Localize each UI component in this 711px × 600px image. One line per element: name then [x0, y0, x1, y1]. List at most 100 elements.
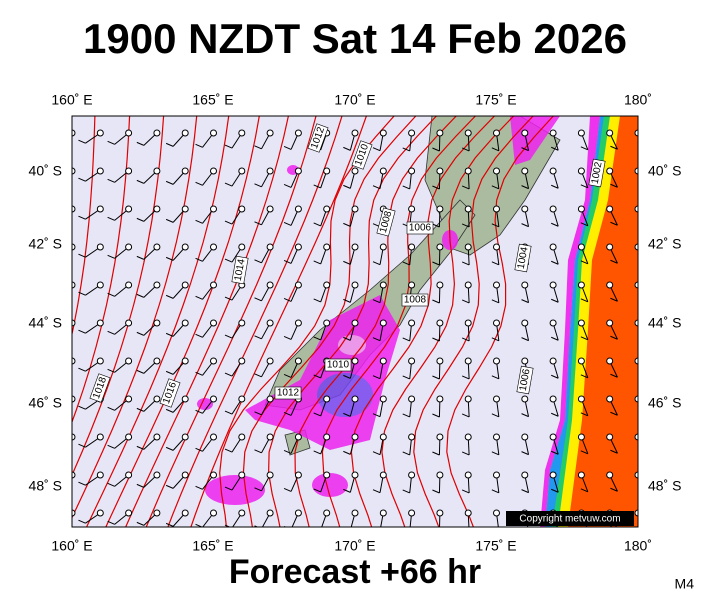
barb-flag — [461, 261, 470, 266]
barb-flag — [343, 488, 351, 493]
barb-flag — [402, 489, 410, 494]
barb-station — [606, 281, 614, 289]
barb-staff — [637, 399, 638, 401]
barb-flag — [136, 141, 145, 146]
barb-flag — [283, 297, 292, 302]
barb-station — [72, 357, 76, 365]
barb-station — [521, 281, 529, 289]
lon-label-bottom: 165˚ E — [192, 538, 233, 554]
barb-flag — [432, 299, 440, 304]
isobar-label-box — [159, 378, 181, 408]
barb-station — [577, 129, 585, 137]
barb-station — [436, 167, 444, 175]
barb-flag — [195, 447, 203, 452]
isobar-label-text: 1004 — [516, 246, 531, 270]
barb-flag — [49, 443, 56, 446]
lat-label-right: 40˚ S — [648, 163, 681, 179]
isobar — [125, 116, 289, 527]
barb-flag — [491, 261, 500, 266]
barb-station — [634, 243, 638, 251]
barb-station — [606, 471, 614, 479]
barb-station — [436, 129, 444, 137]
lon-label-top: 165˚ E — [192, 92, 233, 108]
isobar — [85, 116, 230, 527]
barb-flag — [461, 299, 470, 304]
barb-station — [493, 281, 500, 289]
barb-flag — [402, 413, 410, 418]
barb-flag — [78, 519, 86, 524]
barb-flag — [521, 299, 529, 304]
barb-flag — [373, 528, 380, 531]
barb-station — [210, 471, 217, 479]
isobar — [350, 116, 495, 527]
isobar-label-text: 1012 — [277, 388, 300, 399]
isobar — [321, 116, 476, 527]
isobar — [190, 116, 367, 527]
barb-staff — [637, 171, 638, 172]
barb-flag — [461, 413, 470, 418]
barb-flag — [580, 184, 589, 189]
barb-station — [351, 167, 359, 175]
barb-station — [606, 319, 614, 327]
barb-flag — [640, 146, 647, 149]
barb-flag — [610, 449, 618, 454]
lat-label-right: 42˚ S — [648, 236, 681, 252]
barb-flag — [283, 259, 292, 264]
barb-station — [408, 205, 416, 213]
barb-flag — [78, 481, 86, 486]
barb-station — [549, 395, 557, 403]
barb-flag — [521, 413, 529, 418]
barb-flag — [491, 223, 500, 228]
barb-station — [521, 357, 529, 365]
barb-flag — [432, 528, 439, 531]
barb-station — [210, 205, 217, 213]
barb-flag — [640, 336, 647, 339]
barb-station — [351, 395, 359, 403]
barb-flag — [49, 367, 56, 370]
barb-flag — [49, 139, 56, 142]
barb-flag — [254, 145, 262, 150]
barb-station — [323, 167, 331, 175]
isobar — [381, 116, 515, 527]
barb-flag — [521, 223, 529, 228]
barb-staff — [72, 133, 73, 134]
isobar-label-box — [307, 123, 329, 153]
barb-station — [181, 205, 189, 213]
barb-flag — [165, 522, 174, 527]
barb-flag — [254, 373, 262, 378]
barb-station — [606, 433, 614, 441]
barb-flag — [254, 487, 262, 492]
isobar-label: 1008 — [376, 207, 396, 237]
barb-flag — [107, 254, 115, 259]
barb-station — [294, 281, 302, 289]
barb-station — [266, 357, 274, 365]
barb-station — [606, 167, 614, 175]
barb-flag — [580, 146, 589, 151]
barb-flag — [107, 444, 115, 449]
barb-station — [493, 357, 500, 365]
barb-flag — [343, 146, 351, 151]
barb-staff — [637, 133, 638, 134]
barb-station — [379, 243, 387, 251]
barb-flag — [224, 182, 233, 187]
barb-staff — [637, 437, 638, 439]
isobar-label: 1014 — [231, 255, 249, 285]
barb-flag — [432, 451, 440, 456]
barb-flag — [78, 329, 86, 334]
barb-station — [125, 281, 133, 289]
barb-flag — [195, 409, 203, 414]
barb-flag — [195, 219, 203, 224]
barb-flag — [107, 520, 115, 525]
barb-station — [72, 167, 76, 175]
isobar-label: 1010 — [324, 358, 352, 372]
barb-station — [577, 471, 585, 479]
isobar — [167, 116, 343, 527]
barb-station — [72, 433, 76, 441]
barb-station — [549, 205, 557, 213]
barb-flag — [491, 375, 500, 380]
barb-flag — [343, 526, 344, 527]
barb-station — [549, 281, 557, 289]
barb-station — [634, 433, 638, 441]
barb-flag — [254, 183, 262, 188]
barb-station — [464, 129, 472, 137]
